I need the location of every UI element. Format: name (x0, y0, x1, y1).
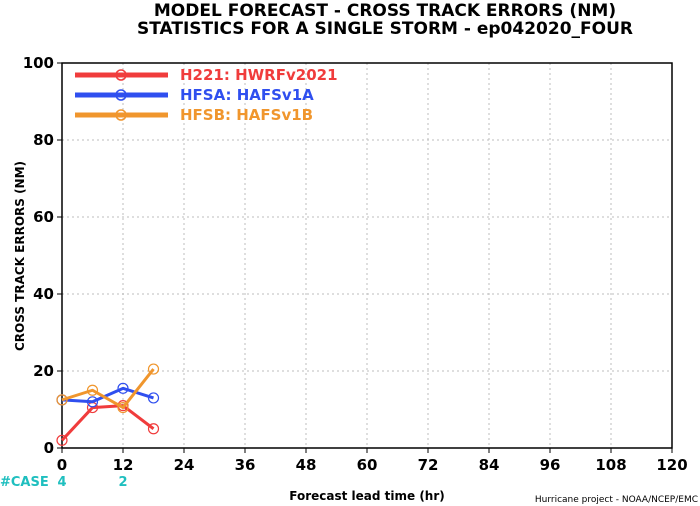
x-tick-label: 12 (113, 456, 134, 474)
series-layer (56, 363, 160, 446)
y-axis-label: CROSS TRACK ERRORS (NM) (13, 161, 27, 351)
chart-title: MODEL FORECAST - CROSS TRACK ERRORS (NM) (154, 1, 616, 21)
x-axis-label: Forecast lead time (hr) (289, 489, 445, 503)
credit-text: Hurricane project - NOAA/NCEP/EMC (535, 495, 698, 505)
axis-ticks: 0 12 24 36 48 60 72 84 96 108 120 0 20 40 60 80 100 (23, 54, 688, 474)
x-tick-label: 60 (357, 456, 378, 474)
y-tick-label: 20 (33, 362, 54, 380)
y-tick-label: 0 (44, 439, 54, 457)
x-tick-label: 24 (174, 456, 195, 474)
legend-item: HFSA: HAFSv1A (75, 86, 314, 104)
data-point (86, 396, 99, 408)
x-tick-label: 84 (479, 456, 500, 474)
data-point (147, 392, 160, 404)
y-tick-label: 80 (33, 131, 54, 149)
legend-item: H221: HWRFv2021 (75, 66, 338, 84)
data-point (86, 384, 99, 396)
legend-marker (115, 109, 127, 121)
series-1 (56, 400, 160, 446)
case-count: 4 (57, 475, 66, 490)
x-tick-label: 108 (595, 456, 626, 474)
y-tick-label: 40 (33, 285, 54, 303)
legend: H221: HWRFv2021 HFSA: HAFSv1A HFSB: HAFSv1… (75, 66, 338, 124)
y-tick-label: 60 (33, 208, 54, 226)
series-2 (56, 382, 160, 408)
grid (62, 63, 672, 448)
legend-marker (115, 89, 127, 101)
legend-label: HFSB: HAFSv1B (180, 106, 313, 124)
legend-label: H221: HWRFv2021 (180, 66, 338, 84)
x-tick-label: 120 (656, 456, 687, 474)
data-point (147, 363, 160, 375)
legend-label: HFSA: HAFSv1A (180, 86, 314, 104)
series-3 (56, 363, 160, 414)
data-point (56, 394, 68, 406)
case-count: 2 (118, 475, 127, 490)
x-tick-label: 48 (296, 456, 317, 474)
y-tick-label: 100 (23, 54, 54, 72)
series-line (60, 404, 155, 442)
series-line (61, 386, 154, 404)
x-tick-label: 96 (540, 456, 561, 474)
legend-marker (115, 69, 127, 81)
data-point (147, 423, 160, 435)
data-point (56, 434, 68, 446)
plot-area (61, 62, 673, 449)
case-label: #CASE (0, 475, 49, 490)
data-point (117, 401, 129, 414)
x-tick-label: 0 (57, 456, 67, 474)
chart-subtitle: STATISTICS FOR A SINGLE STORM - ep042020… (137, 19, 633, 39)
series-line (61, 368, 155, 410)
x-tick-label: 36 (235, 456, 256, 474)
data-point (117, 382, 129, 394)
legend-item: HFSB: HAFSv1B (75, 106, 313, 124)
x-tick-label: 72 (418, 456, 439, 474)
